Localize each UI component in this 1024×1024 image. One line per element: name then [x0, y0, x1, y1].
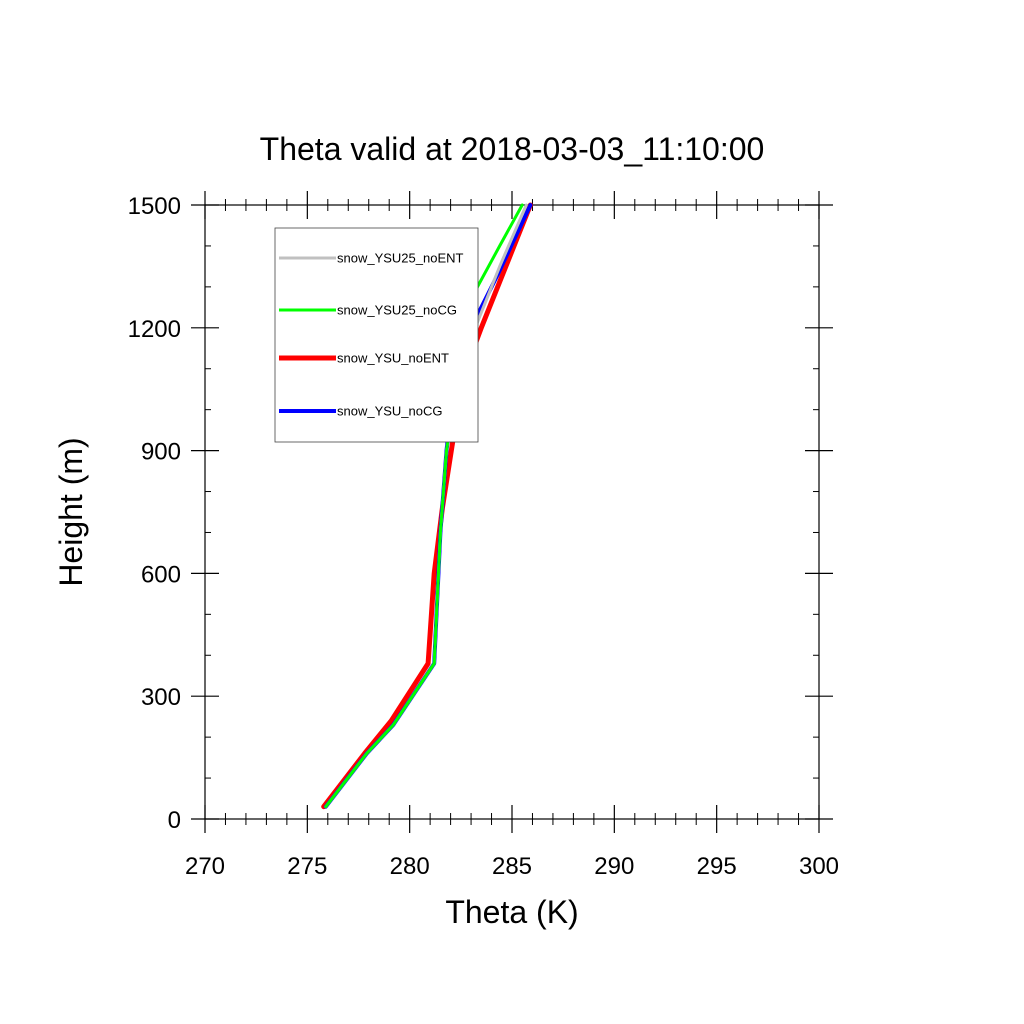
major-ticks — [191, 191, 833, 833]
x-axis-label: Theta (K) — [445, 894, 578, 930]
y-tick-label: 900 — [141, 439, 181, 466]
x-tick-label: 270 — [185, 853, 225, 880]
legend: snow_YSU25_noENT snow_YSU25_noCG snow_YSU_… — [274, 227, 479, 443]
x-tick-label: 275 — [287, 853, 327, 880]
legend-label: snow_YSU25_noENT — [337, 251, 464, 266]
legend-label: snow_YSU25_noCG — [337, 303, 457, 318]
chart-title: Theta valid at 2018-03-03_11:10:00 — [260, 131, 765, 167]
y-tick-label: 1500 — [128, 193, 181, 220]
x-tick-label: 290 — [594, 853, 634, 880]
legend-box — [274, 227, 479, 443]
legend-label: snow_YSU_noCG — [337, 404, 443, 419]
legend-entries: snow_YSU25_noENT snow_YSU25_noCG snow_YSU_… — [279, 251, 464, 419]
y-tick-labels: 0 300 600 900 1200 1500 — [128, 193, 181, 834]
y-tick-label: 0 — [168, 807, 181, 834]
series-line-snow_YSU25_noCG — [324, 203, 524, 809]
legend-label: snow_YSU_noENT — [337, 351, 449, 366]
minor-ticks — [205, 199, 819, 825]
x-tick-label: 295 — [697, 853, 737, 880]
y-axis-label: Height (m) — [53, 437, 89, 586]
x-tick-label: 280 — [390, 853, 430, 880]
x-tick-labels: 270 275 280 285 290 295 300 — [185, 853, 839, 880]
y-tick-label: 600 — [141, 561, 181, 588]
x-tick-label: 300 — [799, 853, 839, 880]
y-tick-label: 300 — [141, 684, 181, 711]
y-tick-label: 1200 — [128, 316, 181, 343]
x-tick-label: 285 — [492, 853, 532, 880]
